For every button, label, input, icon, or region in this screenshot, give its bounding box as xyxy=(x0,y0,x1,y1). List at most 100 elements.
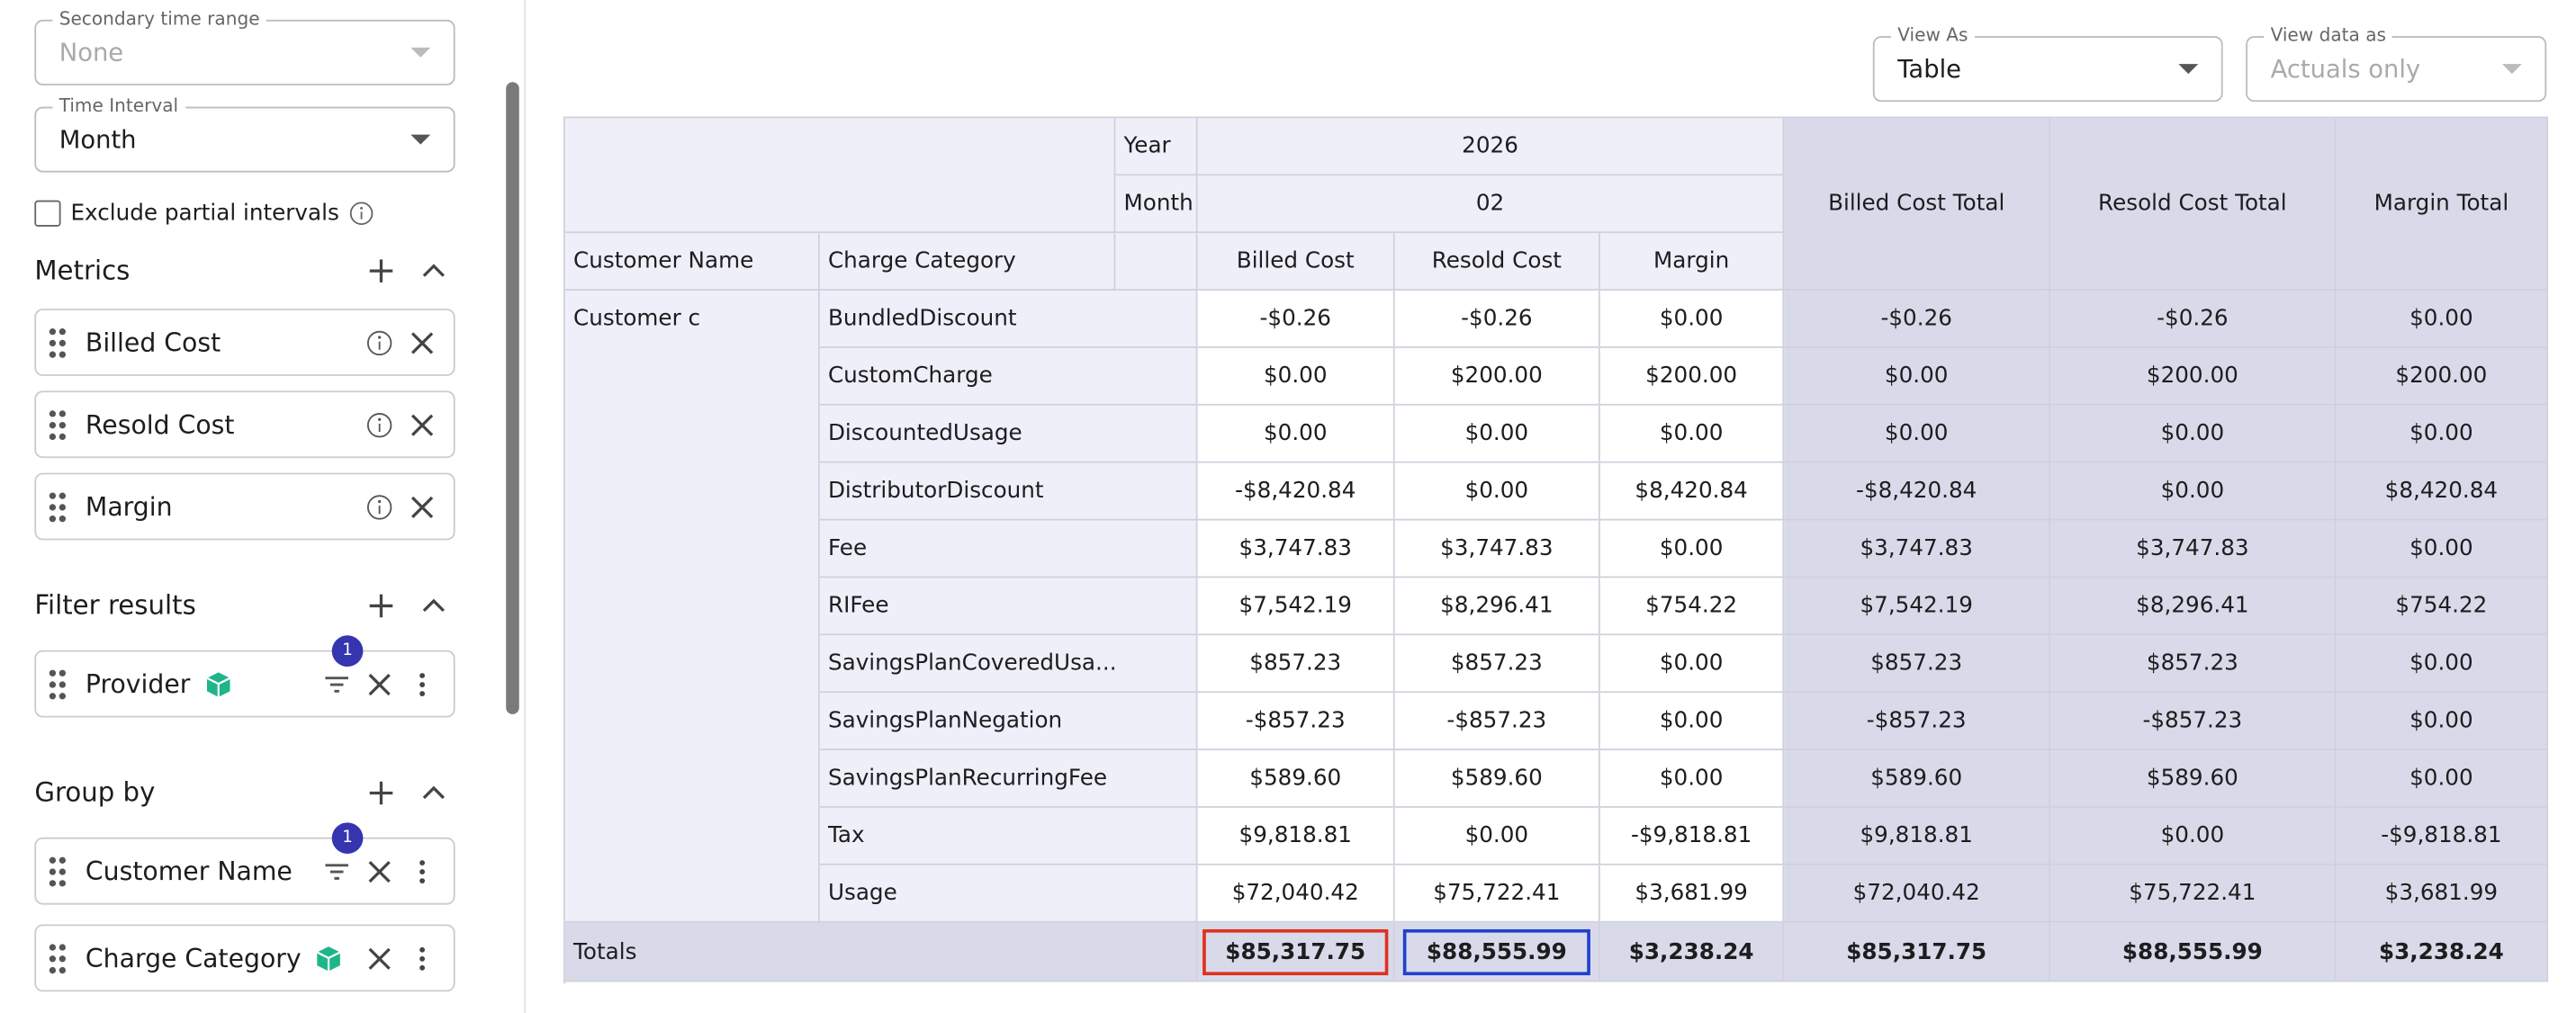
grip-dot xyxy=(59,868,66,874)
caret xyxy=(410,48,430,58)
table-cell: $88,555.99 xyxy=(1395,923,1600,982)
drag-handle[interactable] xyxy=(50,669,66,699)
table-cell: $0.00 xyxy=(2337,406,2548,463)
chip[interactable]: Resold Cost xyxy=(34,390,455,458)
section-actions xyxy=(353,256,448,286)
grip-dot xyxy=(59,680,66,686)
time-interval[interactable]: Time Interval Month xyxy=(34,107,455,173)
table-cell: CustomCharge xyxy=(820,348,1198,406)
table-cell: $3,747.83 xyxy=(1395,521,1600,578)
chip[interactable]: Charge Category xyxy=(34,924,455,991)
grip-dot xyxy=(50,879,56,885)
plus-icon[interactable] xyxy=(366,591,396,621)
grip-dot xyxy=(50,868,56,874)
view-as[interactable]: View As Table xyxy=(1873,36,2223,102)
checkbox-label: Exclude partial intervals xyxy=(70,201,338,227)
drag-handle[interactable] xyxy=(50,492,66,522)
table-cell: RIFee xyxy=(820,578,1198,635)
more-icon[interactable] xyxy=(408,943,437,973)
more-icon[interactable] xyxy=(408,669,437,699)
table-cell: $8,296.41 xyxy=(1395,578,1600,635)
close-icon[interactable] xyxy=(365,856,394,886)
table-cell: 02 xyxy=(1198,175,1785,233)
grip-dot xyxy=(59,955,66,961)
table-cell: -$8,420.84 xyxy=(1198,463,1395,521)
chip[interactable]: Customer Name1 xyxy=(34,838,455,905)
chip[interactable]: Margin xyxy=(34,473,455,541)
chip[interactable]: Provider1 xyxy=(34,650,455,718)
section-title: Group by xyxy=(34,776,155,808)
grip-dot xyxy=(59,351,66,357)
close-icon[interactable] xyxy=(408,492,437,522)
table-cell: -$0.26 xyxy=(2050,291,2337,348)
grip-dot xyxy=(59,856,66,863)
up-icon[interactable] xyxy=(419,591,448,621)
table-cell: $0.00 xyxy=(2050,406,2337,463)
filter-icon[interactable] xyxy=(322,669,352,699)
table-cell: $0.00 xyxy=(2337,750,2548,808)
table-cell: $0.00 xyxy=(1198,406,1395,463)
table-cell: $72,040.42 xyxy=(1198,865,1395,923)
table-cell: $857.23 xyxy=(1395,635,1600,693)
exclude-partial[interactable]: Exclude partial intervals xyxy=(34,201,375,227)
drag-handle[interactable] xyxy=(50,409,66,439)
table-cell: Totals xyxy=(565,923,1198,982)
table-cell: $75,722.41 xyxy=(1395,865,1600,923)
grip-dot xyxy=(59,421,66,427)
total-value: $88,555.99 xyxy=(2122,938,2263,964)
drag-handle[interactable] xyxy=(50,943,66,973)
chip-label: Resold Cost xyxy=(86,409,235,439)
table-cell: $8,420.84 xyxy=(2337,463,2548,521)
table-cell: $75,722.41 xyxy=(2050,865,2337,923)
filter-icon[interactable] xyxy=(322,856,352,886)
table-cell: $3,681.99 xyxy=(1600,865,1784,923)
more-icon[interactable] xyxy=(408,856,437,886)
up-icon[interactable] xyxy=(419,778,448,808)
cube-icon[interactable] xyxy=(314,943,344,973)
drag-handle[interactable] xyxy=(50,856,66,886)
plus-icon[interactable] xyxy=(366,256,396,286)
drag-handle[interactable] xyxy=(50,327,66,357)
close-icon[interactable] xyxy=(408,327,437,357)
table-cell: SavingsPlanRecurringFee xyxy=(820,750,1198,808)
table-cell: $3,747.83 xyxy=(1784,521,2050,578)
table-cell: 2026 xyxy=(1198,118,1785,175)
table-cell: Margin Total xyxy=(2337,118,2548,291)
close-icon[interactable] xyxy=(408,409,437,439)
chip[interactable]: Billed Cost xyxy=(34,309,455,376)
total-value: $3,238.24 xyxy=(1629,938,1754,964)
table-cell: BundledDiscount xyxy=(820,291,1198,348)
close-icon[interactable] xyxy=(365,943,394,973)
view-data-as[interactable]: View data as Actuals only xyxy=(2246,36,2546,102)
field-value: Month xyxy=(59,125,137,155)
scrollbar[interactable] xyxy=(506,82,519,714)
total-value: $85,317.75 xyxy=(1846,938,1986,964)
plus-icon[interactable] xyxy=(366,778,396,808)
field-value: Actuals only xyxy=(2271,54,2421,84)
field-label: Secondary time range xyxy=(52,8,266,30)
table-cell: $0.00 xyxy=(2337,693,2548,750)
table-cell: -$0.26 xyxy=(1198,291,1395,348)
secondary-time-range[interactable]: Secondary time range None xyxy=(34,20,455,85)
up-icon[interactable] xyxy=(419,256,448,286)
grip-dot xyxy=(59,339,66,345)
chip-label: Charge Category xyxy=(86,943,302,973)
close-icon[interactable] xyxy=(365,669,394,699)
table-cell: $3,681.99 xyxy=(2337,865,2548,923)
chip-label: Margin xyxy=(86,492,173,522)
table-cell: $0.00 xyxy=(1600,291,1784,348)
table-cell: $0.00 xyxy=(2050,808,2337,865)
caret xyxy=(2502,64,2522,74)
table-cell: $9,818.81 xyxy=(1198,808,1395,865)
info-icon xyxy=(349,201,375,227)
section-actions xyxy=(353,778,448,808)
table-cell: $0.00 xyxy=(2337,291,2548,348)
table-cell: -$0.26 xyxy=(1395,291,1600,348)
caret xyxy=(410,135,430,145)
cube-icon[interactable] xyxy=(203,669,233,699)
grip-dot xyxy=(50,409,56,416)
checkbox[interactable] xyxy=(34,201,60,227)
table-cell: Resold Cost xyxy=(1395,233,1600,291)
table-cell: $85,317.75 xyxy=(1198,923,1395,982)
table-cell: -$857.23 xyxy=(1198,693,1395,750)
